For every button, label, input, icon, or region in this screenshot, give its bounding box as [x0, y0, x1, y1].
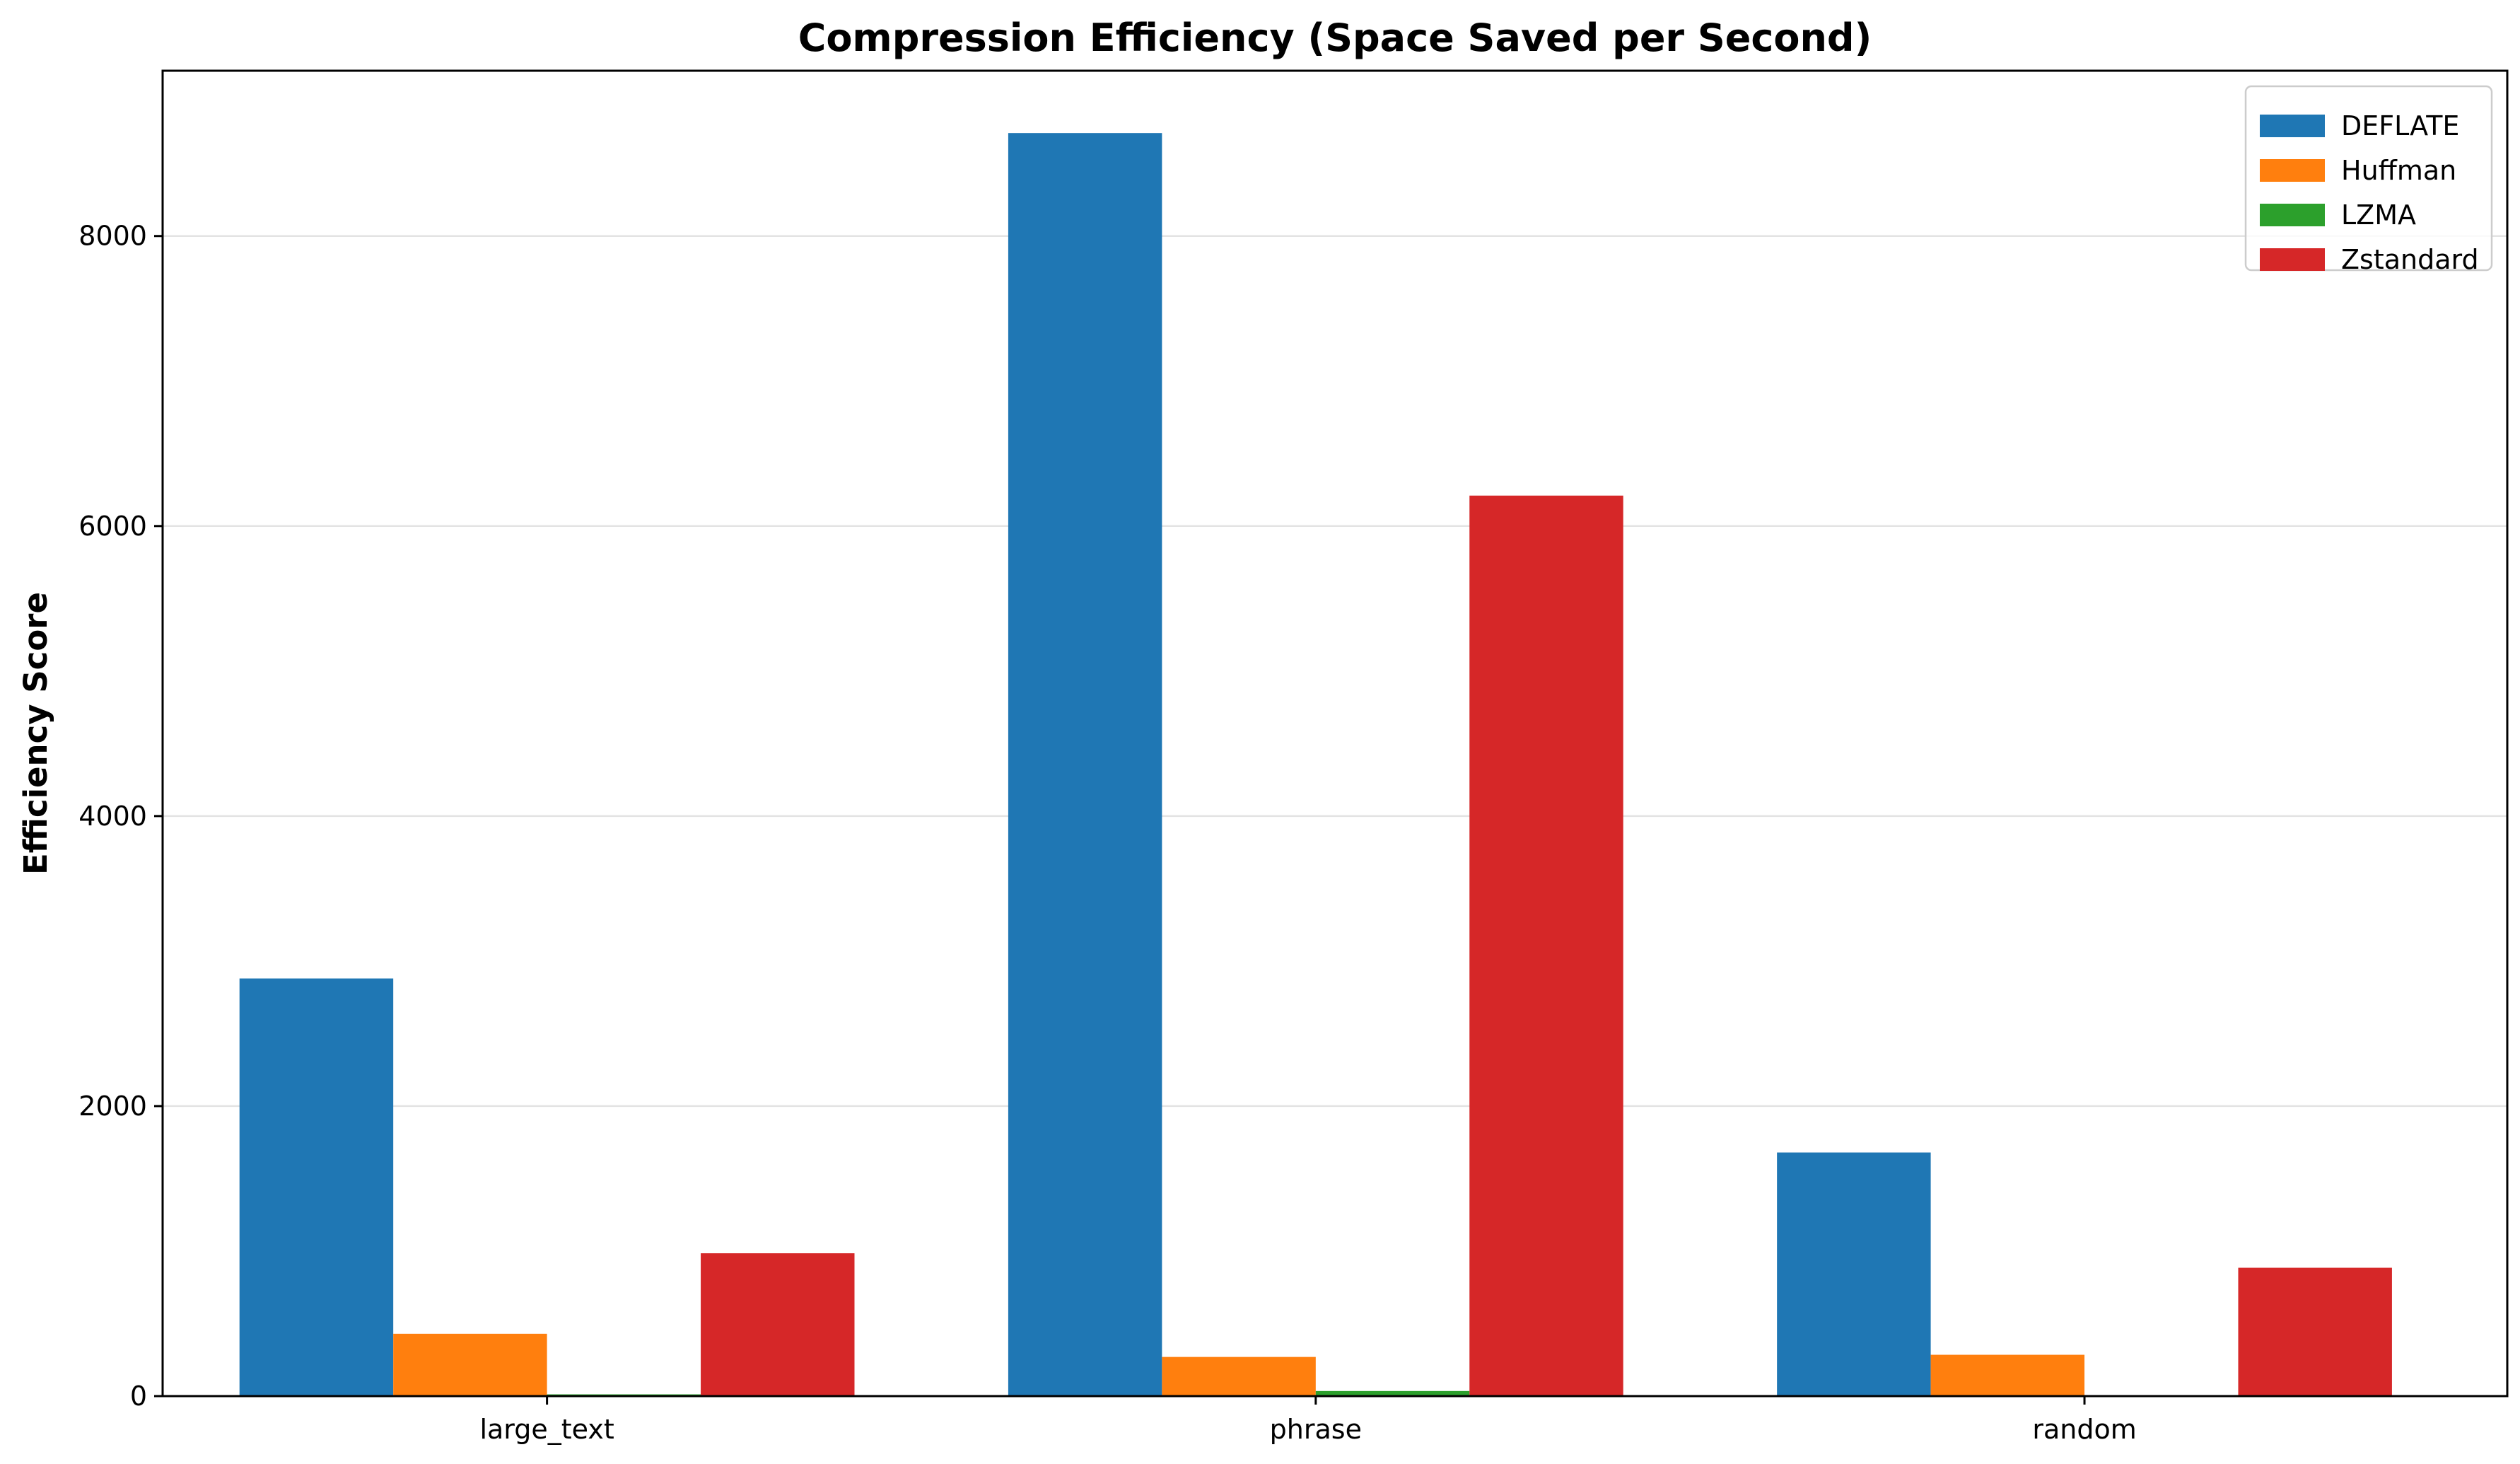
bar-huffman-random — [1930, 1354, 2085, 1396]
bar-deflate-random — [1777, 1152, 1931, 1396]
legend-label-zstandard: Zstandard — [2341, 244, 2479, 275]
bar-deflate-phrase — [1008, 133, 1162, 1397]
x-tick-label: phrase — [1270, 1414, 1362, 1445]
legend-swatch-deflate — [2260, 115, 2325, 137]
grid-lines — [163, 235, 2507, 1108]
bar-zstandard-random — [2238, 1267, 2392, 1396]
plot-frame — [161, 69, 2509, 1398]
chart-title: Compression Efficiency (Space Saved per … — [798, 16, 1872, 60]
y-tick-label: 6000 — [78, 511, 147, 542]
bar-zstandard-phrase — [1469, 495, 1623, 1397]
y-tick-label: 4000 — [78, 801, 147, 832]
legend-label-huffman: Huffman — [2341, 155, 2456, 186]
y-tick-label: 8000 — [78, 221, 147, 252]
x-tick-label: large_text — [479, 1414, 614, 1445]
y-tick-label: 2000 — [78, 1091, 147, 1122]
legend-swatch-zstandard — [2260, 248, 2325, 271]
bar-huffman-large-text — [393, 1333, 547, 1396]
axis-ticks: 0 2000 4000 6000 8000 large_text phrase random — [78, 221, 2136, 1445]
bar-lzma-phrase — [1315, 1390, 1470, 1396]
legend-label-deflate: DEFLATE — [2341, 110, 2459, 141]
bar-zstandard-large-text — [701, 1253, 855, 1396]
bars — [239, 133, 2392, 1397]
bar-huffman-phrase — [1162, 1356, 1316, 1396]
legend-swatch-huffman — [2260, 159, 2325, 182]
legend: DEFLATE Huffman LZMA Zstandard — [2244, 85, 2493, 275]
x-tick-label: random — [2032, 1414, 2136, 1445]
legend-label-lzma: LZMA — [2341, 199, 2416, 231]
legend-swatch-lzma — [2260, 204, 2325, 226]
y-tick-label: 0 — [130, 1381, 147, 1412]
bar-deflate-large-text — [239, 978, 394, 1396]
y-axis-label: Efficiency Score — [17, 592, 54, 875]
